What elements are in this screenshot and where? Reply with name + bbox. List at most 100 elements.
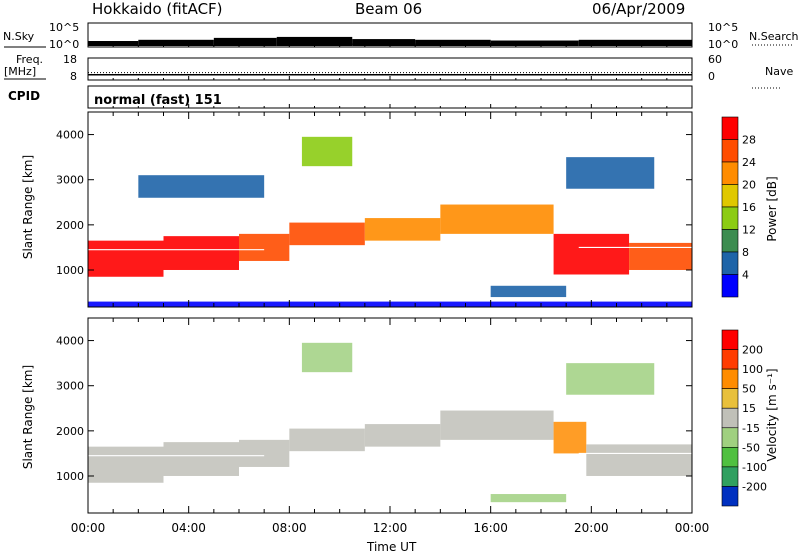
nsearch-tick-bottom: 10^0 (708, 38, 739, 51)
date-title: 06/Apr/2009 (592, 0, 686, 18)
y-tick-label: 2000 (56, 219, 84, 232)
colorbar-swatch (721, 349, 739, 370)
colorbar-tick-label: 15 (742, 402, 756, 415)
velocity-echo-region (301, 342, 353, 373)
nave-tick-bottom: 0 (708, 70, 715, 83)
colorbar-tick-label: 24 (742, 156, 756, 169)
colorbar-swatch (721, 466, 739, 487)
cpid-text: normal (fast) 151 (94, 93, 222, 108)
colorbar-swatch (721, 161, 739, 185)
sky-noise-segment (352, 39, 416, 46)
freq-unit-label: [MHz] (4, 65, 37, 78)
power-echo-region (239, 233, 290, 261)
colorbar-swatch (721, 407, 739, 429)
x-tick-label: 12:00 (373, 521, 408, 535)
colorbar-tick-label: 4 (742, 269, 749, 282)
velocity-y-axis-label: Slant Range [km] (21, 364, 35, 470)
nsky-tick-bottom: 10^0 (49, 38, 80, 51)
velocity-echo-region (289, 428, 365, 452)
sky-noise-segment (578, 39, 692, 46)
beam-title: Beam 06 (355, 0, 423, 18)
colorbar-swatch (721, 139, 739, 163)
y-tick-label: 1000 (56, 470, 84, 483)
x-tick-label: 08:00 (272, 521, 307, 535)
colorbar-tick-label: 50 (742, 383, 756, 396)
colorbar-swatch (721, 368, 739, 389)
power-echo-region (566, 157, 655, 189)
velocity-echo-region (440, 410, 554, 440)
velocity-echo-region (490, 494, 567, 503)
nsearch-tick-top: 10^5 (708, 21, 739, 34)
power-echo-region (138, 175, 265, 198)
nsky-label: N.Sky (3, 30, 35, 43)
power-panel: 1000 2000 3000 4000 28 24 20 16 12 8 4 (56, 111, 756, 308)
colorbar-swatch (721, 184, 739, 208)
sky-noise-segment (88, 41, 139, 46)
power-echo-region (553, 233, 630, 275)
colorbar-swatch (721, 486, 739, 507)
power-y-axis-label: Slant Range [km] (21, 154, 35, 260)
x-axis-label: Time UT (367, 540, 417, 554)
freq-tick-bottom: 8 (70, 70, 77, 83)
colorbar-tick-label: 200 (742, 344, 763, 357)
power-echo-region (88, 240, 164, 277)
power-colorbar-label: Power [dB] (765, 176, 779, 242)
sky-noise-segment (213, 37, 277, 46)
sky-noise-segment (276, 36, 353, 46)
power-echo-region (364, 218, 441, 241)
power-echo-region (490, 285, 567, 298)
colorbar-tick-label: -100 (742, 461, 767, 474)
power-echo-region (289, 222, 365, 246)
y-tick-label: 4000 (56, 335, 84, 348)
colorbar-swatch (721, 274, 739, 298)
power-echo-region (163, 236, 239, 270)
velocity-echo-region (239, 439, 290, 467)
nsearch-label: N.Search (749, 30, 799, 43)
velocity-colorbar-label: Velocity [m s⁻¹] (765, 368, 779, 462)
colorbar-swatch (721, 329, 739, 350)
nave-tick-top: 60 (708, 53, 722, 66)
y-tick-label: 3000 (56, 380, 84, 393)
colorbar-tick-label: 12 (742, 224, 756, 237)
x-tick-label: 00:00 (71, 521, 106, 535)
y-tick-label: 4000 (56, 129, 84, 142)
velocity-panel: 1000 2000 3000 4000 200 100 50 15 -15 -50 -100 -200 (56, 317, 767, 514)
y-tick-label: 2000 (56, 425, 84, 438)
colorbar-swatch (721, 447, 739, 468)
power-echo-region (440, 204, 554, 234)
sky-noise-segment (415, 39, 491, 46)
nsky-tick-top: 10^5 (49, 21, 80, 34)
colorbar-tick-label: 20 (742, 179, 756, 192)
cpid-label: CPID (8, 89, 41, 103)
x-tick-label: 16:00 (473, 521, 508, 535)
colorbar-swatch (721, 427, 739, 448)
velocity-echo-region (88, 446, 164, 483)
station-title: Hokkaido (fitACF) (92, 0, 223, 18)
velocity-echo-region (553, 421, 587, 454)
freq-label: Freq. (16, 53, 44, 66)
colorbar-tick-label: -15 (742, 422, 760, 435)
freq-tick-top: 18 (63, 53, 77, 66)
power-panel-frame (87, 111, 693, 308)
y-tick-label: 3000 (56, 174, 84, 187)
velocity-echo-region (566, 363, 655, 395)
x-tick-label: 20:00 (574, 521, 609, 535)
colorbar-tick-label: 28 (742, 134, 756, 147)
colorbar-swatch (721, 388, 739, 409)
x-tick-label: 04:00 (171, 521, 206, 535)
velocity-echo-region (163, 442, 239, 476)
x-tick-label: 00:00 (675, 521, 710, 535)
sky-noise-segment (138, 39, 214, 46)
nave-label: Nave (765, 65, 794, 78)
colorbar-tick-label: 16 (742, 201, 756, 214)
colorbar-swatch (721, 116, 739, 140)
colorbar-tick-label: 100 (742, 363, 763, 376)
colorbar-tick-label: -200 (742, 480, 767, 493)
velocity-panel-frame (87, 317, 693, 514)
velocity-echo-region (586, 444, 692, 476)
colorbar-tick-label: 8 (742, 246, 749, 259)
power-echo-region (301, 136, 353, 167)
colorbar-swatch (721, 206, 739, 230)
sky-noise-segment (490, 40, 579, 46)
